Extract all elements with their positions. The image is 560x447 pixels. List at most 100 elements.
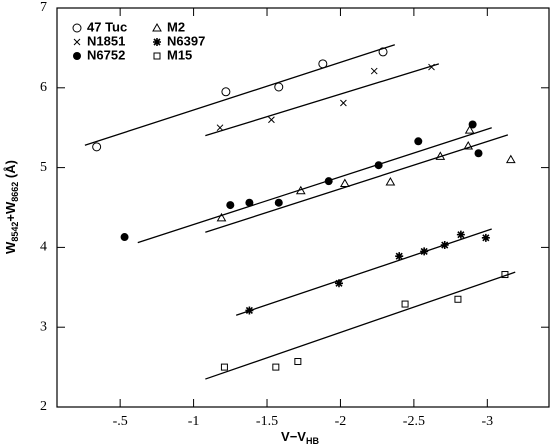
point [272,363,280,371]
marker-shape [440,241,449,250]
marker-shape [318,59,328,69]
legend-label: 47 Tuc [87,19,127,34]
point [274,198,283,207]
y-tick-label: 5 [40,160,47,175]
x-label-main: V−V [281,429,306,444]
marker-shape [501,271,509,279]
legend-marker [73,52,81,60]
fit-line [205,271,516,380]
marker-shape [72,23,82,33]
y-label-sub: 8542 [10,222,20,242]
point [505,154,516,164]
marker-shape [153,38,161,46]
marker-shape [340,99,347,107]
y-tick-label: 7 [40,0,47,15]
marker-shape [456,230,465,239]
y-axis-label: W8542+W8662 (Å) [3,160,20,254]
point [456,230,465,239]
point [324,177,333,186]
x-tick-label: -2.5 [403,414,425,429]
marker-shape [272,363,280,371]
point [440,241,449,250]
legend-label: N6752 [87,47,125,62]
marker-shape [153,52,161,60]
fit-line [137,127,492,244]
point [226,201,235,210]
point [501,271,509,279]
point [268,116,275,124]
fit-line [205,134,509,233]
marker-shape [92,142,102,152]
point [221,87,231,97]
point [216,124,224,132]
y-tick-label: 3 [40,319,47,334]
x-tick-label: -3 [481,414,493,429]
marker-shape [505,154,516,164]
marker-shape [401,300,409,308]
point [463,141,474,150]
point [468,120,477,129]
point [216,212,227,222]
marker-shape [428,63,435,71]
y-tick-label: 4 [40,240,47,255]
fit-line [84,44,395,146]
legend-label: M15 [167,47,192,62]
plot-frame [56,7,550,408]
fit-line [235,228,492,316]
point [481,233,490,242]
legend-marker [73,38,81,46]
point [339,178,350,188]
point [378,47,388,57]
point [374,161,383,170]
point [245,198,254,207]
point [454,295,462,303]
marker-shape [73,52,81,60]
fit-line [205,63,440,137]
x-tick-label: -1.5 [256,414,278,429]
marker-shape [245,198,254,207]
marker-shape [120,233,129,242]
point [395,252,404,261]
point [334,279,343,288]
y-label-sub: 8662 [10,182,20,202]
marker-shape [152,22,162,32]
marker-shape [378,47,388,57]
marker-shape [216,124,224,132]
y-tick-label: 6 [40,80,47,95]
legend-marker [72,23,82,33]
marker-shape [385,176,396,186]
point [420,247,429,256]
point [464,125,475,134]
legend-label: M2 [167,19,185,34]
point [120,233,129,242]
marker-shape [454,295,462,303]
marker-shape [295,185,306,195]
y-label-part: +W [3,201,18,222]
marker-shape [274,198,283,207]
marker-shape [221,87,231,97]
legend-marker [153,38,161,46]
marker-shape [481,233,490,242]
point [92,142,102,152]
point [474,149,483,158]
point [274,82,284,92]
point [340,99,347,107]
marker-shape [226,201,235,210]
marker-shape [468,120,477,129]
marker-shape [463,141,474,150]
legend-label: N1851 [87,33,125,48]
legend-label: N6397 [167,33,205,48]
marker-shape [339,178,350,188]
marker-shape [374,161,383,170]
point [295,185,306,195]
marker-shape [334,279,343,288]
x-tick-label: -1 [188,414,200,429]
point [370,67,378,75]
marker-shape [220,363,228,371]
marker-shape [324,177,333,186]
legend-marker [152,22,162,32]
marker-shape [414,137,423,146]
marker-shape [464,125,475,134]
x-tick-label: -.5 [113,414,128,429]
